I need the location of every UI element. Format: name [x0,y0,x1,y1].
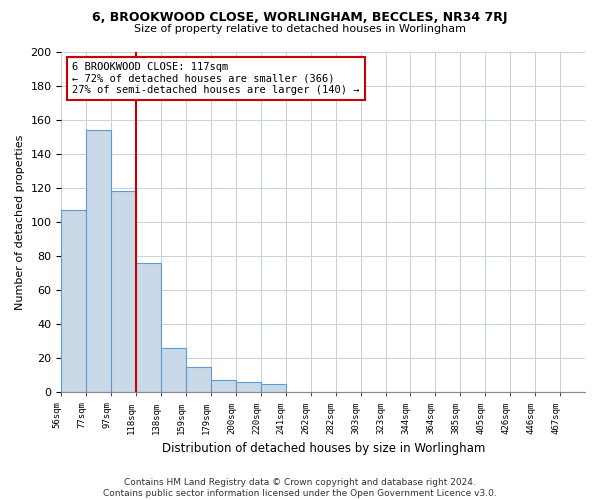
X-axis label: Distribution of detached houses by size in Worlingham: Distribution of detached houses by size … [161,442,485,455]
Bar [186,367,211,392]
Bar [61,210,86,392]
Bar [111,192,136,392]
Text: Size of property relative to detached houses in Worlingham: Size of property relative to detached ho… [134,24,466,34]
Bar [236,382,261,392]
Bar [261,384,286,392]
Bar [86,130,111,392]
Text: 6, BROOKWOOD CLOSE, WORLINGHAM, BECCLES, NR34 7RJ: 6, BROOKWOOD CLOSE, WORLINGHAM, BECCLES,… [92,11,508,24]
Bar [136,263,161,392]
Bar [211,380,236,392]
Bar [161,348,186,393]
Text: 6 BROOKWOOD CLOSE: 117sqm
← 72% of detached houses are smaller (366)
27% of semi: 6 BROOKWOOD CLOSE: 117sqm ← 72% of detac… [72,62,359,95]
Text: Contains HM Land Registry data © Crown copyright and database right 2024.
Contai: Contains HM Land Registry data © Crown c… [103,478,497,498]
Y-axis label: Number of detached properties: Number of detached properties [15,134,25,310]
